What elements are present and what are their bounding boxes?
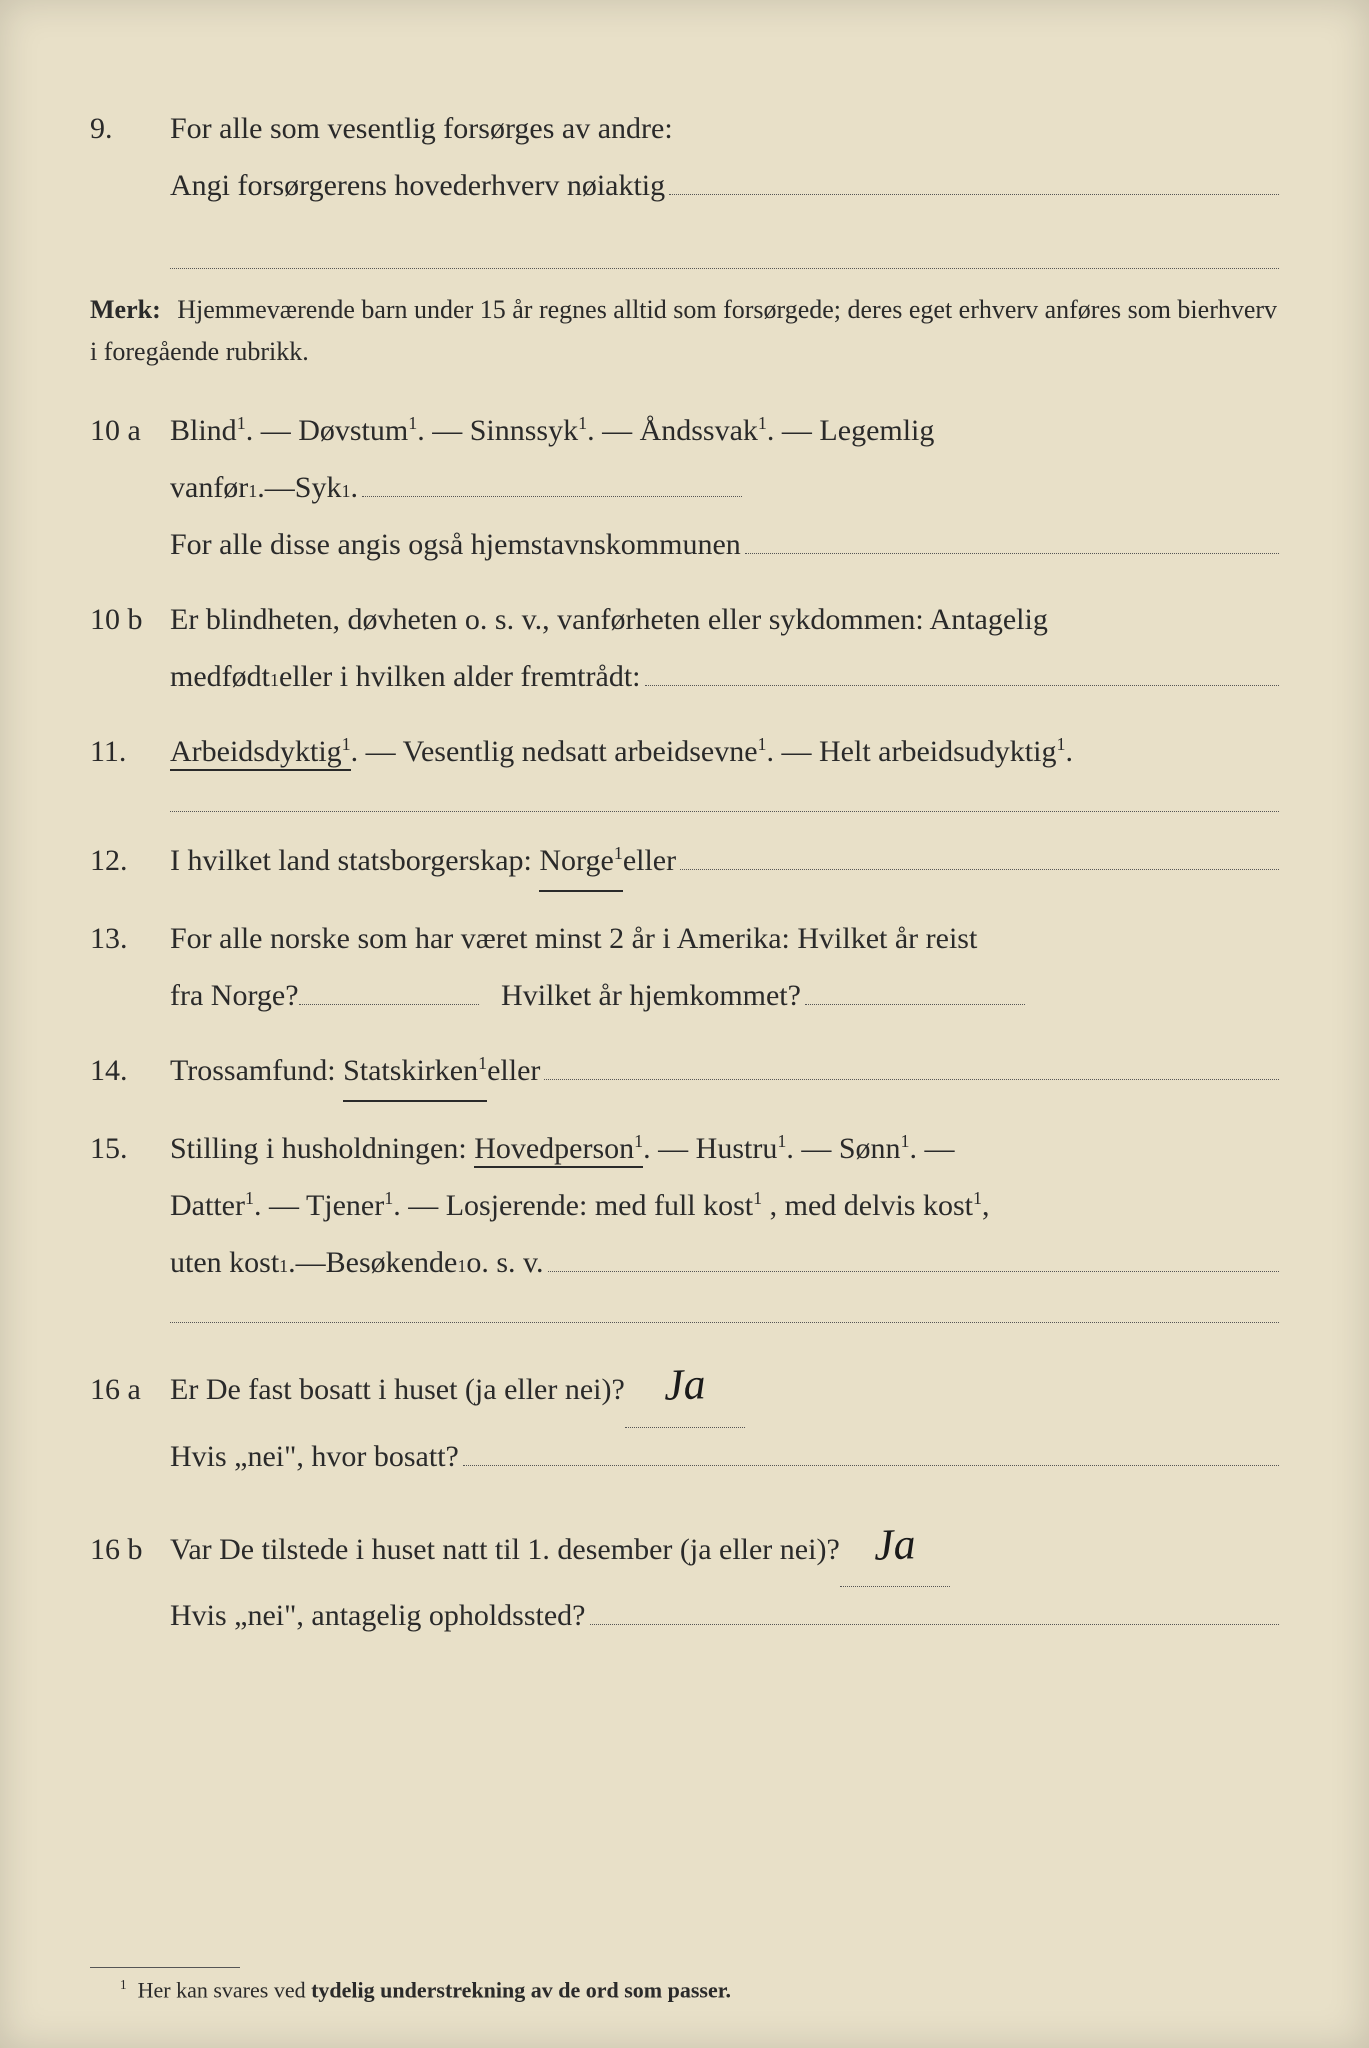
question-15: 15. Stilling i husholdningen: Hovedperso… — [90, 1120, 1279, 1291]
q11-content: Arbeidsdyktig1. — Vesentlig nedsatt arbe… — [170, 723, 1279, 780]
q16b-number: 16 b — [90, 1521, 170, 1578]
q9-line2-text: Angi forsørgerens hovederhverv nøiaktig — [170, 157, 665, 214]
question-12: 12. I hvilket land statsborgerskap: Norg… — [90, 832, 1279, 892]
q10b-number: 10 b — [90, 591, 170, 648]
q10a-number: 10 a — [90, 402, 170, 459]
q13-number: 13. — [90, 910, 170, 967]
q9-blank-full[interactable] — [170, 220, 1279, 269]
q12-opt: Norge1 — [539, 832, 622, 892]
q10a-line1: Blind1. — Døvstum1. — Sinnssyk1. — Åndss… — [170, 402, 1279, 459]
form-page: 9. For alle som vesentlig forsørges av a… — [0, 0, 1369, 2048]
q13-line1: For alle norske som har været minst 2 år… — [170, 910, 1279, 967]
q16a-line2: Hvis „nei", hvor bosatt? — [170, 1428, 1279, 1485]
q9-content: For alle som vesentlig forsørges av andr… — [170, 100, 1279, 269]
q10b-content: Er blindheten, døvheten o. s. v., vanfør… — [170, 591, 1279, 705]
q11-opt1: Arbeidsdyktig1 — [170, 735, 351, 771]
q12-content: I hvilket land statsborgerskap: Norge1 e… — [170, 832, 1279, 892]
q16b-blank[interactable] — [590, 1594, 1280, 1625]
q9-line1: For alle som vesentlig forsørges av andr… — [170, 100, 1279, 157]
q16a-number: 16 a — [90, 1361, 170, 1418]
q10a-blank[interactable] — [362, 466, 742, 497]
q16a-line1: Er De fast bosatt i huset (ja eller nei)… — [170, 1343, 1279, 1428]
q10a-content: Blind1. — Døvstum1. — Sinnssyk1. — Åndss… — [170, 402, 1279, 573]
question-10a: 10 a Blind1. — Døvstum1. — Sinnssyk1. — … — [90, 402, 1279, 573]
q10b-blank[interactable] — [645, 655, 1280, 686]
q16a-blank[interactable] — [463, 1435, 1279, 1466]
q15-content: Stilling i husholdningen: Hovedperson1. … — [170, 1120, 1279, 1291]
q9-number: 9. — [90, 100, 170, 157]
q10a-line3: For alle disse angis også hjemstavnskomm… — [170, 516, 1279, 573]
q16b-line2: Hvis „nei", antagelig opholdssted? — [170, 1587, 1279, 1644]
q15-line1: Stilling i husholdningen: Hovedperson1. … — [170, 1120, 1279, 1177]
q14-opt: Statskirken1 — [343, 1042, 487, 1102]
q10a-blank2[interactable] — [745, 523, 1279, 554]
q16b-line1: Var De tilstede i huset natt til 1. dese… — [170, 1503, 1279, 1588]
q13-blank2[interactable] — [805, 974, 1025, 1005]
q10b-line2: medfødt1 eller i hvilken alder fremtrådt… — [170, 648, 1279, 705]
q15-opt1: Hovedperson1 — [474, 1132, 643, 1168]
q15-number: 15. — [90, 1120, 170, 1177]
q14-content: Trossamfund: Statskirken1 eller — [170, 1042, 1279, 1102]
separator-line-11 — [170, 810, 1279, 812]
merk-text: Hjemmeværende barn under 15 år regnes al… — [90, 295, 1277, 366]
q15-line2: Datter1. — Tjener1. — Losjerende: med fu… — [170, 1177, 1279, 1234]
q16a-content: Er De fast bosatt i huset (ja eller nei)… — [170, 1343, 1279, 1485]
q14-blank[interactable] — [544, 1049, 1279, 1080]
q9-line2: Angi forsørgerens hovederhverv nøiaktig — [170, 157, 1279, 214]
q12-number: 12. — [90, 832, 170, 889]
q15-blank[interactable] — [548, 1241, 1279, 1272]
q13-content: For alle norske som har været minst 2 år… — [170, 910, 1279, 1024]
q16a-answer: Ja — [657, 1342, 713, 1427]
q15-line3: uten kost1. — Besøkende1 o. s. v. — [170, 1234, 1279, 1291]
q10b-line1: Er blindheten, døvheten o. s. v., vanfør… — [170, 591, 1279, 648]
q14-number: 14. — [90, 1042, 170, 1099]
question-11: 11. Arbeidsdyktig1. — Vesentlig nedsatt … — [90, 723, 1279, 780]
question-16a: 16 a Er De fast bosatt i huset (ja eller… — [90, 1343, 1279, 1485]
question-10b: 10 b Er blindheten, døvheten o. s. v., v… — [90, 591, 1279, 705]
footnote: 1 Her kan svares ved tydelig understrekn… — [120, 1977, 731, 2003]
merk-label: Merk: — [90, 295, 161, 324]
question-13: 13. For alle norske som har været minst … — [90, 910, 1279, 1024]
q10a-line2: vanfør1. — Syk1. — [170, 459, 1279, 516]
q16b-answer-blank[interactable]: Ja — [840, 1503, 950, 1588]
merk-note: Merk: Hjemmeværende barn under 15 år reg… — [90, 289, 1279, 372]
q13-blank1[interactable] — [299, 1004, 479, 1005]
q16a-answer-blank[interactable]: Ja — [625, 1343, 745, 1428]
q12-blank[interactable] — [680, 839, 1279, 870]
q16b-answer: Ja — [867, 1502, 923, 1587]
separator-line-15 — [170, 1321, 1279, 1323]
q9-blank[interactable] — [669, 164, 1279, 195]
q11-number: 11. — [90, 723, 170, 780]
question-16b: 16 b Var De tilstede i huset natt til 1.… — [90, 1503, 1279, 1645]
q16b-content: Var De tilstede i huset natt til 1. dese… — [170, 1503, 1279, 1645]
q13-line2: fra Norge? Hvilket år hjemkommet? — [170, 967, 1279, 1024]
question-9: 9. For alle som vesentlig forsørges av a… — [90, 100, 1279, 269]
footnote-marker: 1 — [120, 1977, 127, 1992]
question-14: 14. Trossamfund: Statskirken1 eller — [90, 1042, 1279, 1102]
